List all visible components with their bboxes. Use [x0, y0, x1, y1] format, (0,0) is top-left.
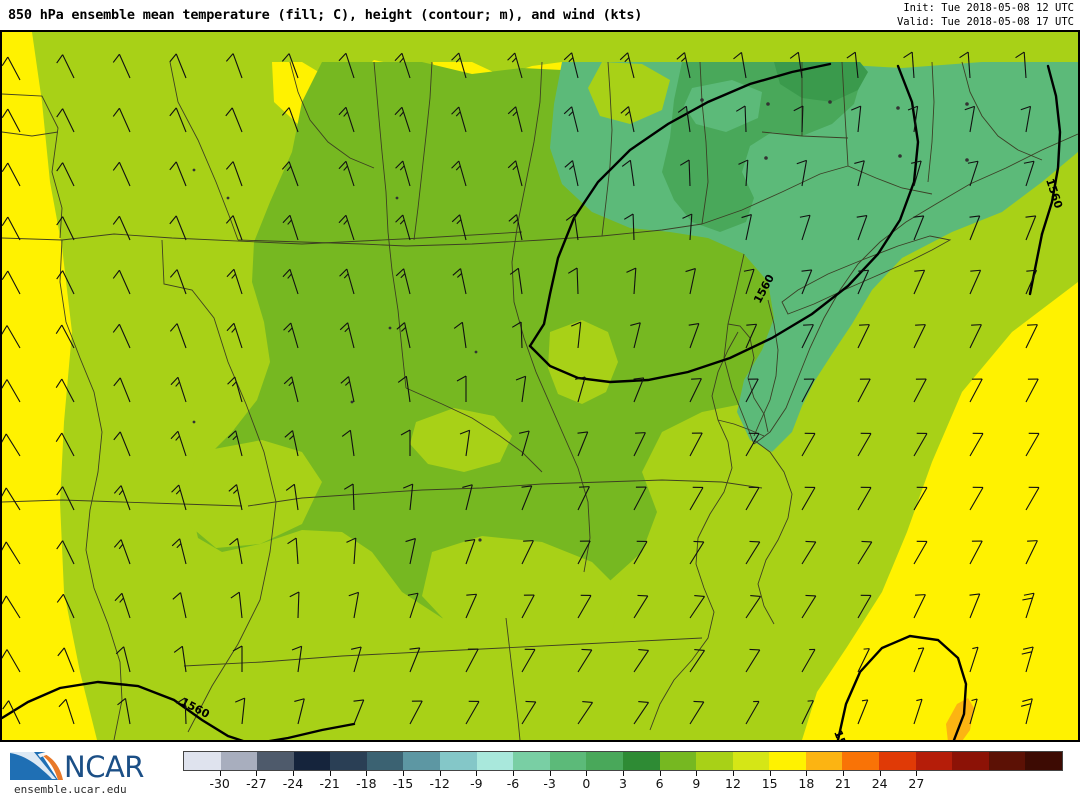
colorbar-swatch	[366, 752, 404, 770]
colorbar-tick-label: -3	[543, 776, 556, 791]
page-title: 850 hPa ensemble mean temperature (fill;…	[8, 7, 643, 23]
colorbar-swatch	[293, 752, 331, 770]
colorbar-tick-label: -21	[319, 776, 340, 791]
colorbar-swatch	[696, 752, 733, 770]
colorbar-swatch	[403, 752, 441, 770]
colorbar-tick	[733, 771, 734, 776]
colorbar-swatch	[257, 752, 294, 770]
colorbar-tick	[403, 771, 404, 776]
colorbar-tick	[256, 771, 258, 776]
colorbar-tick	[366, 771, 368, 776]
footer-bar: NCAR ensemble.ucar.edu -30 -27 -24 -21 -18 -1…	[0, 742, 1080, 800]
colorbar-swatch	[220, 752, 258, 770]
colorbar-tick	[439, 771, 441, 776]
colorbar-tick	[586, 771, 588, 776]
colorbar-tick	[806, 771, 808, 776]
ncar-logo[interactable]: NCAR	[6, 746, 176, 786]
colorbar-tick-label: -30	[209, 776, 230, 791]
svg-text:1530: 1530	[831, 729, 854, 740]
ncar-wordmark: NCAR	[64, 750, 144, 784]
colorbar	[183, 751, 1063, 771]
colorbar-swatch	[769, 752, 806, 770]
valid-time-label: Valid: Tue 2018-05-08 17 UTC	[896, 16, 1074, 28]
colorbar-tick-label: 21	[835, 776, 851, 791]
colorbar-swatch	[878, 752, 916, 770]
colorbar-tick-label: -18	[356, 776, 377, 791]
weather-map[interactable]: 1560 1560 1560 1530	[0, 30, 1080, 742]
colorbar-swatch	[513, 752, 550, 770]
colorbar-swatch	[440, 752, 477, 770]
model-run-info: Init: Tue 2018-05-08 12 UTC Valid: Tue 2…	[897, 1, 1074, 29]
colorbar-ticks	[183, 771, 1063, 777]
colorbar-tick-label: -24	[282, 776, 304, 791]
colorbar-tick	[293, 771, 294, 776]
map-graphic: 1560 1560 1560 1530	[2, 32, 1078, 740]
colorbar-tick-label: -15	[392, 776, 414, 791]
colorbar-tick-label: 24	[871, 776, 888, 791]
colorbar-swatch	[586, 752, 623, 770]
colorbar-tick-label: 9	[692, 776, 701, 791]
colorbar-swatch	[1025, 752, 1062, 770]
colorbar-tick-label: -6	[506, 776, 520, 791]
colorbar-swatches	[183, 751, 1063, 771]
colorbar-swatch	[549, 752, 587, 770]
colorbar-tick	[696, 771, 698, 776]
plot-header: 850 hPa ensemble mean temperature (fill;…	[0, 0, 1080, 30]
colorbar-tick	[623, 771, 624, 776]
colorbar-tick-label: -9	[470, 776, 483, 791]
colorbar-tick-label: 27	[908, 776, 925, 791]
colorbar-swatch	[805, 752, 843, 770]
colorbar-tick	[329, 771, 331, 776]
colorbar-swatch	[915, 752, 953, 770]
ncar-url-text[interactable]: ensemble.ucar.edu	[14, 783, 127, 796]
init-time-label: Init: Tue 2018-05-08 12 UTC	[903, 2, 1074, 14]
colorbar-swatch	[659, 752, 697, 770]
colorbar-swatch	[842, 752, 879, 770]
colorbar-tick	[769, 771, 771, 776]
colorbar-tick-labels: -30 -27 -24 -21 -18 -15 -12 -9 -6 -3 0 3 6 9 12 15 18 21 2…	[183, 776, 1063, 796]
colorbar-tick	[219, 771, 221, 776]
colorbar-tick-label: 18	[798, 776, 815, 791]
colorbar-swatch	[952, 752, 989, 770]
colorbar-tick	[513, 771, 514, 776]
colorbar-swatch	[622, 752, 660, 770]
colorbar-swatch	[330, 752, 367, 770]
colorbar-swatch	[476, 752, 514, 770]
colorbar-swatch	[988, 752, 1026, 770]
colorbar-tick-label: 0	[582, 776, 591, 791]
colorbar-tick	[916, 771, 918, 776]
colorbar-tick	[476, 771, 478, 776]
colorbar-tick	[879, 771, 881, 776]
colorbar-tick-label: 12	[725, 776, 741, 791]
colorbar-tick-label: 6	[655, 776, 664, 791]
colorbar-swatch	[732, 752, 770, 770]
colorbar-tick-label: 3	[619, 776, 627, 791]
map-canvas: 1560 1560 1560 1530	[2, 32, 1078, 740]
colorbar-tick-label: -12	[429, 776, 450, 791]
colorbar-tick	[659, 771, 661, 776]
colorbar-tick	[549, 771, 551, 776]
colorbar-tick-label: -27	[246, 776, 267, 791]
colorbar-tick-label: 15	[761, 776, 778, 791]
colorbar-swatch	[184, 752, 221, 770]
colorbar-tick	[843, 771, 844, 776]
